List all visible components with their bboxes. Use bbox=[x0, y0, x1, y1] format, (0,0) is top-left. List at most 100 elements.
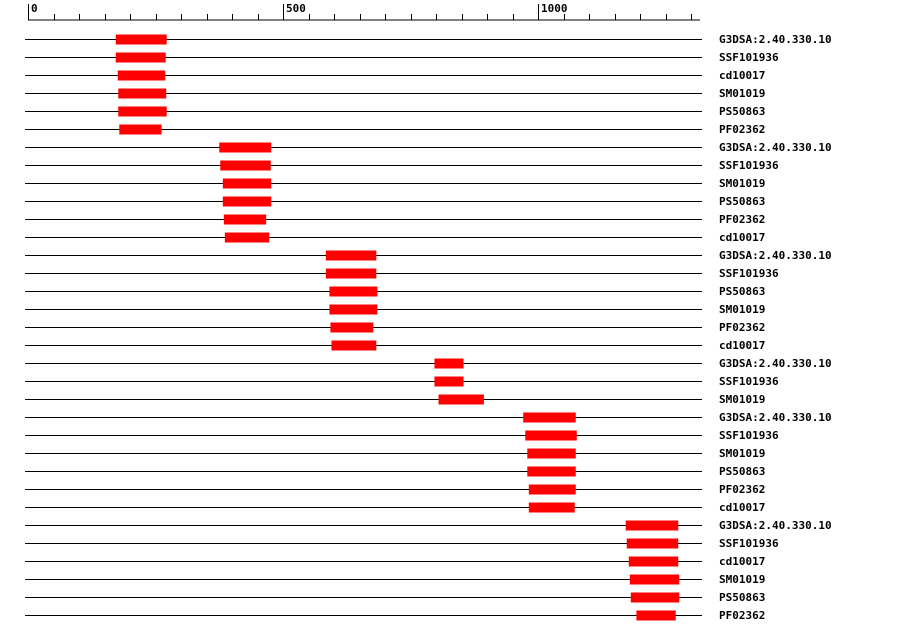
domain-label: PF02362 bbox=[719, 213, 765, 226]
domain-bar[interactable] bbox=[438, 394, 484, 405]
axis-tick-label: 500 bbox=[286, 2, 306, 15]
domain-bar[interactable] bbox=[119, 124, 162, 135]
domain-row: SSF101936 bbox=[25, 429, 779, 442]
domain-bar[interactable] bbox=[630, 592, 680, 603]
domain-label: SM01019 bbox=[719, 447, 765, 460]
domain-bar[interactable] bbox=[528, 484, 576, 495]
domain-label: SSF101936 bbox=[719, 537, 779, 550]
domain-bar[interactable] bbox=[528, 502, 575, 513]
domain-row: cd10017 bbox=[25, 339, 765, 352]
domain-row: SSF101936 bbox=[25, 51, 779, 64]
domain-bar[interactable] bbox=[115, 34, 167, 45]
domain-bar[interactable] bbox=[325, 250, 377, 261]
domain-row: PF02362 bbox=[25, 483, 765, 496]
domain-row: cd10017 bbox=[25, 555, 765, 568]
domain-bar[interactable] bbox=[629, 574, 680, 585]
domain-row: SSF101936 bbox=[25, 267, 779, 280]
domain-bar[interactable] bbox=[434, 358, 464, 369]
domain-label: SM01019 bbox=[719, 177, 765, 190]
domain-bar[interactable] bbox=[527, 466, 576, 477]
domain-bar[interactable] bbox=[115, 52, 166, 63]
domain-row: G3DSA:2.40.330.10 bbox=[25, 141, 832, 154]
domain-label: cd10017 bbox=[719, 339, 765, 352]
domain-label: SSF101936 bbox=[719, 429, 779, 442]
domain-bar[interactable] bbox=[527, 448, 576, 459]
domain-label: PS50863 bbox=[719, 195, 765, 208]
domain-row: SM01019 bbox=[25, 573, 765, 586]
domain-row: G3DSA:2.40.330.10 bbox=[25, 519, 832, 532]
domain-bar[interactable] bbox=[329, 286, 378, 297]
domain-row: PF02362 bbox=[25, 213, 765, 226]
domain-label: cd10017 bbox=[719, 231, 765, 244]
domain-row: G3DSA:2.40.330.10 bbox=[25, 33, 832, 46]
domain-bar[interactable] bbox=[118, 106, 167, 117]
domain-bar[interactable] bbox=[224, 232, 270, 243]
domain-bar[interactable] bbox=[625, 520, 679, 531]
domain-label: cd10017 bbox=[719, 555, 765, 568]
domain-label: PS50863 bbox=[719, 591, 765, 604]
domain-bar[interactable] bbox=[523, 412, 576, 423]
domain-label: G3DSA:2.40.330.10 bbox=[719, 357, 832, 370]
domain-row: PF02362 bbox=[25, 321, 765, 334]
domain-row: SSF101936 bbox=[25, 537, 779, 550]
domain-row: SSF101936 bbox=[25, 159, 779, 172]
axis-tick-label: 0 bbox=[31, 2, 38, 15]
domain-row: PS50863 bbox=[25, 285, 765, 298]
domain-row: PS50863 bbox=[25, 465, 765, 478]
domain-bar[interactable] bbox=[223, 214, 267, 225]
domain-bar[interactable] bbox=[220, 160, 271, 171]
domain-row: SM01019 bbox=[25, 447, 765, 460]
domain-label: SM01019 bbox=[719, 303, 765, 316]
domain-row: cd10017 bbox=[25, 231, 765, 244]
domain-label: SSF101936 bbox=[719, 159, 779, 172]
domain-label: SM01019 bbox=[719, 393, 765, 406]
domain-bar[interactable] bbox=[330, 322, 374, 333]
domain-label: G3DSA:2.40.330.10 bbox=[719, 411, 832, 424]
domain-bar[interactable] bbox=[222, 178, 272, 189]
domain-row: SM01019 bbox=[25, 303, 765, 316]
domain-label: SSF101936 bbox=[719, 51, 779, 64]
position-axis: 0 500 1000 bbox=[28, 2, 700, 21]
domain-bar[interactable] bbox=[118, 88, 167, 99]
domain-row: PF02362 bbox=[25, 123, 765, 136]
domain-label: cd10017 bbox=[719, 69, 765, 82]
domain-bar[interactable] bbox=[628, 556, 679, 567]
domain-label: SSF101936 bbox=[719, 267, 779, 280]
domain-row: G3DSA:2.40.330.10 bbox=[25, 249, 832, 262]
domain-bar[interactable] bbox=[219, 142, 272, 153]
domain-bar[interactable] bbox=[222, 196, 272, 207]
domain-bar[interactable] bbox=[117, 70, 166, 81]
domain-rows: G3DSA:2.40.330.10 SSF101936 cd10017 SM01019… bbox=[25, 33, 832, 622]
domain-bar[interactable] bbox=[331, 340, 377, 351]
axis-tick-label: 1000 bbox=[541, 2, 568, 15]
domain-row: SM01019 bbox=[25, 393, 765, 406]
domain-row: SM01019 bbox=[25, 87, 765, 100]
domain-label: cd10017 bbox=[719, 501, 765, 514]
domain-label: G3DSA:2.40.330.10 bbox=[719, 519, 832, 532]
domain-label: G3DSA:2.40.330.10 bbox=[719, 249, 832, 262]
domain-label: PS50863 bbox=[719, 105, 765, 118]
domain-bar[interactable] bbox=[329, 304, 378, 315]
domain-row: G3DSA:2.40.330.10 bbox=[25, 357, 832, 370]
domain-label: PF02362 bbox=[719, 123, 765, 136]
domain-row: PF02362 bbox=[25, 609, 765, 622]
domain-bar[interactable] bbox=[434, 376, 464, 387]
domain-row: PS50863 bbox=[25, 105, 765, 118]
domain-bar[interactable] bbox=[626, 538, 679, 549]
domain-row: SM01019 bbox=[25, 177, 765, 190]
domain-bar[interactable] bbox=[325, 268, 377, 279]
domain-label: PS50863 bbox=[719, 285, 765, 298]
domain-label: SSF101936 bbox=[719, 375, 779, 388]
domain-bar[interactable] bbox=[525, 430, 577, 441]
domain-bar[interactable] bbox=[636, 610, 676, 621]
domain-label: G3DSA:2.40.330.10 bbox=[719, 33, 832, 46]
domain-row: PS50863 bbox=[25, 195, 765, 208]
domain-row: G3DSA:2.40.330.10 bbox=[25, 411, 832, 424]
domain-row: PS50863 bbox=[25, 591, 765, 604]
domain-label: PF02362 bbox=[719, 609, 765, 622]
domain-row: cd10017 bbox=[25, 501, 765, 514]
domain-label: PS50863 bbox=[719, 465, 765, 478]
domain-row: SSF101936 bbox=[25, 375, 779, 388]
domain-row: cd10017 bbox=[25, 69, 765, 82]
